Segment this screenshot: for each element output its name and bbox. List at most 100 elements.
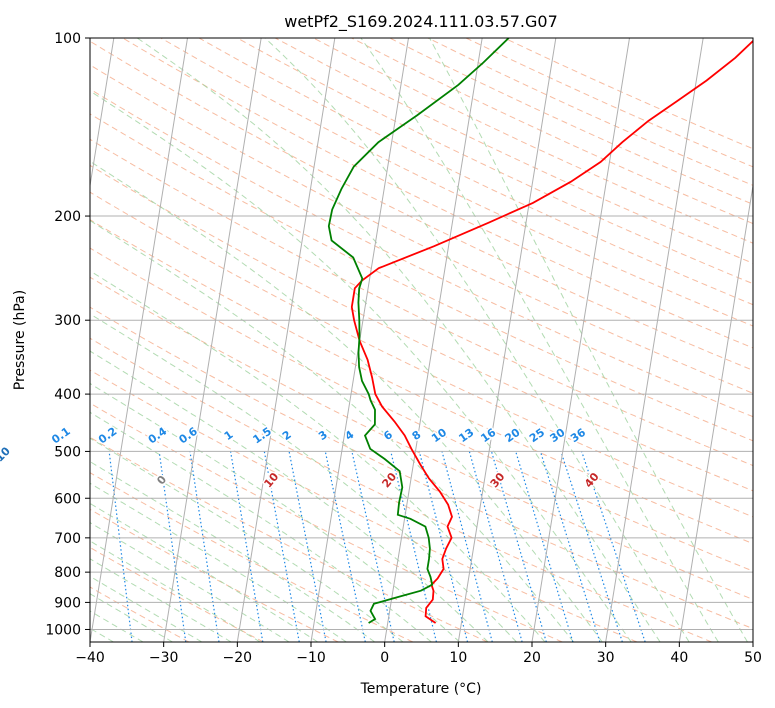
mixing-ratio-label: 1.5 <box>251 425 274 447</box>
mixing-ratio-line <box>560 451 623 642</box>
mixing-ratio-line <box>351 451 395 642</box>
isotherm-line <box>163 38 262 642</box>
dry-adiabat-line <box>90 219 753 545</box>
y-tick-label: 300 <box>54 313 81 329</box>
x-tick-label: 40 <box>670 650 688 666</box>
x-axis-ticks: −40 −30 −20 −10 0 10 20 30 40 50 <box>75 642 762 666</box>
dry-adiabat-line <box>90 306 753 630</box>
isotherm-line <box>678 182 753 642</box>
moist-adiabat-line <box>90 160 603 642</box>
mixing-ratio-line <box>189 451 220 642</box>
mixing-ratio-label: 8 <box>410 428 424 443</box>
plot-frame <box>89 37 754 643</box>
mixing-ratio-label: 2 <box>280 428 294 443</box>
moist-adiabat-line <box>264 38 690 642</box>
y-tick-label: 400 <box>54 387 81 403</box>
y-tick-label: 1000 <box>45 622 81 638</box>
y-axis-ticks: 100 200 300 400 500 600 700 800 900 1000 <box>45 31 90 638</box>
isotherm-line <box>90 38 115 189</box>
isotherm-line <box>605 38 704 642</box>
dry-adiabat-line <box>313 38 753 244</box>
dry-adiabat-line <box>236 38 753 285</box>
mixing-ratio-label: 25 <box>527 426 547 445</box>
moist-adiabat-label: 20 <box>379 470 399 490</box>
background-lines <box>90 38 753 642</box>
x-tick-label: −40 <box>75 650 105 666</box>
mixing-ratio-label: 20 <box>503 426 523 446</box>
mixing-ratio-label: 0.4 <box>146 424 170 446</box>
moist-adiabat-line <box>90 382 461 642</box>
dry-adiabat-line <box>90 164 753 492</box>
dry-adiabat-line <box>90 337 712 642</box>
mixing-ratio-label: 6 <box>381 428 395 443</box>
mixing-ratio-label: 36 <box>568 426 588 446</box>
dry-adiabat-line <box>90 472 414 642</box>
grid-lines <box>90 38 753 642</box>
dry-adiabat-line <box>427 38 753 186</box>
moist-adiabat-line <box>90 558 232 642</box>
y-tick-label: 700 <box>54 531 81 547</box>
y-tick-label: 600 <box>54 491 81 507</box>
moist-adiabat-line <box>90 219 574 642</box>
temperature-line <box>350 39 753 624</box>
mixing-ratio-label: 10 <box>429 426 449 446</box>
dry-adiabat-line <box>90 586 190 642</box>
mixing-ratio-line <box>581 451 646 642</box>
dry-adiabat-line <box>90 247 753 572</box>
x-tick-label: −10 <box>296 650 326 666</box>
mixing-ratio-label: 0.6 <box>176 424 200 446</box>
y-axis-label: Pressure (hPa) <box>12 290 28 390</box>
moist-adiabat-line <box>90 90 632 642</box>
mixing-ratio-line <box>229 451 264 642</box>
y-tick-label: 100 <box>54 31 81 47</box>
moist-adiabat-line <box>90 350 489 642</box>
dry-adiabat-line <box>90 508 339 642</box>
x-tick-label: 30 <box>597 650 615 666</box>
mixing-ratio-line <box>158 451 187 642</box>
dry-adiabat-label: -10 <box>0 444 13 467</box>
x-tick-label: 0 <box>380 650 389 666</box>
x-axis-label: Temperature (°C) <box>360 681 482 697</box>
x-tick-label: −20 <box>223 650 253 666</box>
dry-adiabat-line <box>90 88 753 418</box>
isotherm-line <box>457 38 557 642</box>
x-tick-label: 20 <box>523 650 541 666</box>
moist-adiabat-line <box>90 482 347 642</box>
isotherm-line <box>236 38 336 642</box>
mixing-ratio-line <box>263 451 300 642</box>
moist-adiabat-line <box>90 460 375 642</box>
y-tick-label: 200 <box>54 209 81 225</box>
mixing-ratio-label: 16 <box>478 426 498 446</box>
moist-adiabat-line <box>360 38 719 642</box>
mixing-ratio-label: 4 <box>343 428 357 443</box>
mixing-ratio-line <box>390 451 438 642</box>
dry-adiabat-line <box>90 369 638 642</box>
moist-adiabat-label: 30 <box>488 470 508 490</box>
dry-adiabat-line <box>90 191 753 518</box>
y-tick-label: 900 <box>54 595 81 611</box>
x-tick-label: −30 <box>149 650 179 666</box>
moist-adiabat-line <box>90 270 546 642</box>
moist-adiabat-line <box>90 575 203 642</box>
mixing-ratio-label: 0.1 <box>49 425 72 447</box>
moist-adiabat-line <box>90 502 318 642</box>
mixing-ratio-line <box>288 451 327 642</box>
isotherm-line <box>531 38 630 642</box>
moist-adiabat-line <box>90 437 404 642</box>
y-tick-label: 500 <box>54 444 81 460</box>
mixing-ratio-line <box>441 451 493 642</box>
isotherm-line <box>752 638 753 642</box>
moist-adiabat-line <box>429 38 748 642</box>
moist-adiabat-label: 40 <box>582 470 602 490</box>
mixing-ratio-line <box>324 451 366 642</box>
moist-adiabat-line <box>136 38 661 642</box>
x-tick-label: 50 <box>744 650 762 666</box>
mixing-ratio-line <box>539 451 601 642</box>
moist-adiabat-line <box>90 313 517 642</box>
dewpoint-line <box>327 38 510 624</box>
mixing-ratio-line <box>468 451 523 642</box>
x-tick-label: 10 <box>449 650 467 666</box>
moist-adiabat-line <box>90 593 173 642</box>
isotherm-line <box>384 38 483 642</box>
moist-adiabat-line <box>90 540 261 642</box>
